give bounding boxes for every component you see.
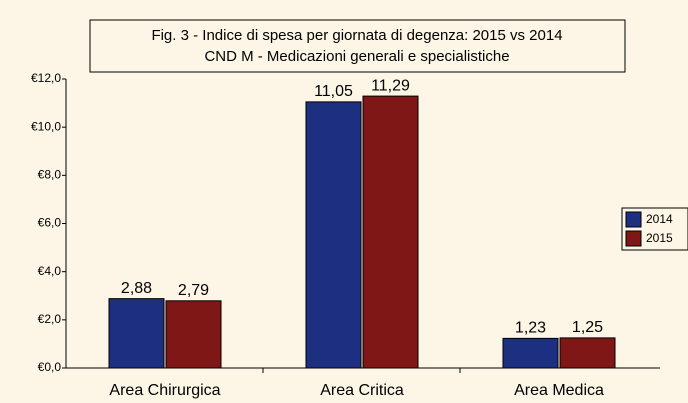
bar [502,337,559,369]
x-tick-label: Area Chirurgica [109,382,220,399]
title-box [89,19,626,73]
value-label: 11,29 [371,77,410,94]
legend-swatch [625,211,642,228]
value-label: 11,05 [314,83,353,100]
value-label: 2,88 [121,280,152,297]
y-tick-label: €12,0 [31,71,61,85]
chart-subtitle: CND M - Medicazioni generali e specialis… [204,48,509,65]
legend-label: 2015 [646,231,673,245]
chart-title: Fig. 3 - Indice di spesa per giornata di… [151,27,562,44]
y-tick-label: €8,0 [38,168,62,182]
bar [305,101,362,369]
bar [108,298,165,369]
bar [362,95,419,369]
bar [559,337,616,369]
y-tick-label: €4,0 [38,264,62,278]
y-tick-label: €2,0 [38,312,62,326]
value-label: 1,23 [515,320,546,337]
bar [165,300,222,369]
legend-box [621,207,688,251]
y-tick-label: €0,0 [38,360,62,374]
y-tick-label: €10,0 [31,119,61,133]
y-tick-label: €6,0 [38,216,62,230]
x-tick-label: Area Critica [320,382,404,399]
x-tick-label: Area Medica [514,382,604,399]
legend-swatch [625,230,642,247]
value-label: 1,25 [572,319,603,336]
value-label: 2,79 [178,282,209,299]
legend-label: 2014 [646,212,673,226]
